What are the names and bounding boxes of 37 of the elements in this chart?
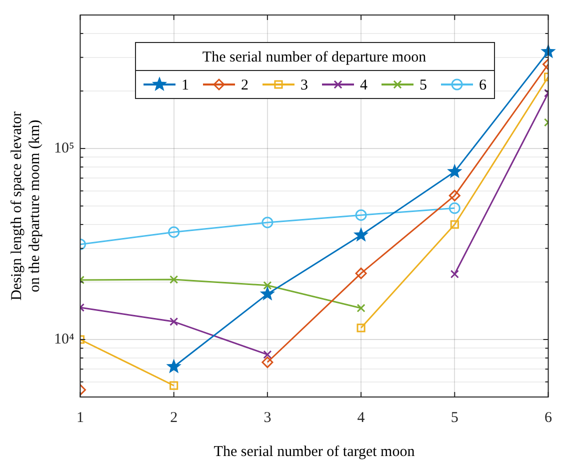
point [263,281,272,290]
x-tick-label: 5 [450,410,458,426]
legend-label: 2 [241,77,248,94]
legend-label: 5 [420,77,427,94]
legend-label: 6 [479,77,487,94]
point [355,268,367,280]
y-tick-label: 10⁵ [54,140,74,156]
point [447,164,462,178]
x-tick-label: 4 [357,410,366,426]
legend-label: 4 [360,77,368,94]
legend-title: The serial number of departure moon [202,49,427,66]
x-tick-label: 1 [76,410,84,426]
point [166,358,182,374]
point [448,202,460,214]
x-tick-label: 6 [544,410,552,426]
point [263,350,272,359]
point [170,317,178,326]
point [168,226,180,238]
point [448,190,460,202]
point [356,324,366,332]
point [262,216,274,228]
point [262,356,274,368]
point [356,304,366,312]
x-axis-title: The serial number of target moon [214,444,416,460]
legend-label: 1 [182,77,189,94]
y-axis-title: Design length of space elevator on the departure moom (km) [8,111,43,301]
point [353,227,369,242]
x-tick-label: 2 [170,410,178,426]
point [170,381,178,390]
legend-label: 3 [300,77,308,94]
point [450,270,459,278]
y-tick-label: 10⁴ [54,331,74,348]
x-tick-label: 3 [264,410,272,426]
point [170,275,178,284]
point [355,209,367,221]
point [260,286,276,301]
point [450,220,459,229]
